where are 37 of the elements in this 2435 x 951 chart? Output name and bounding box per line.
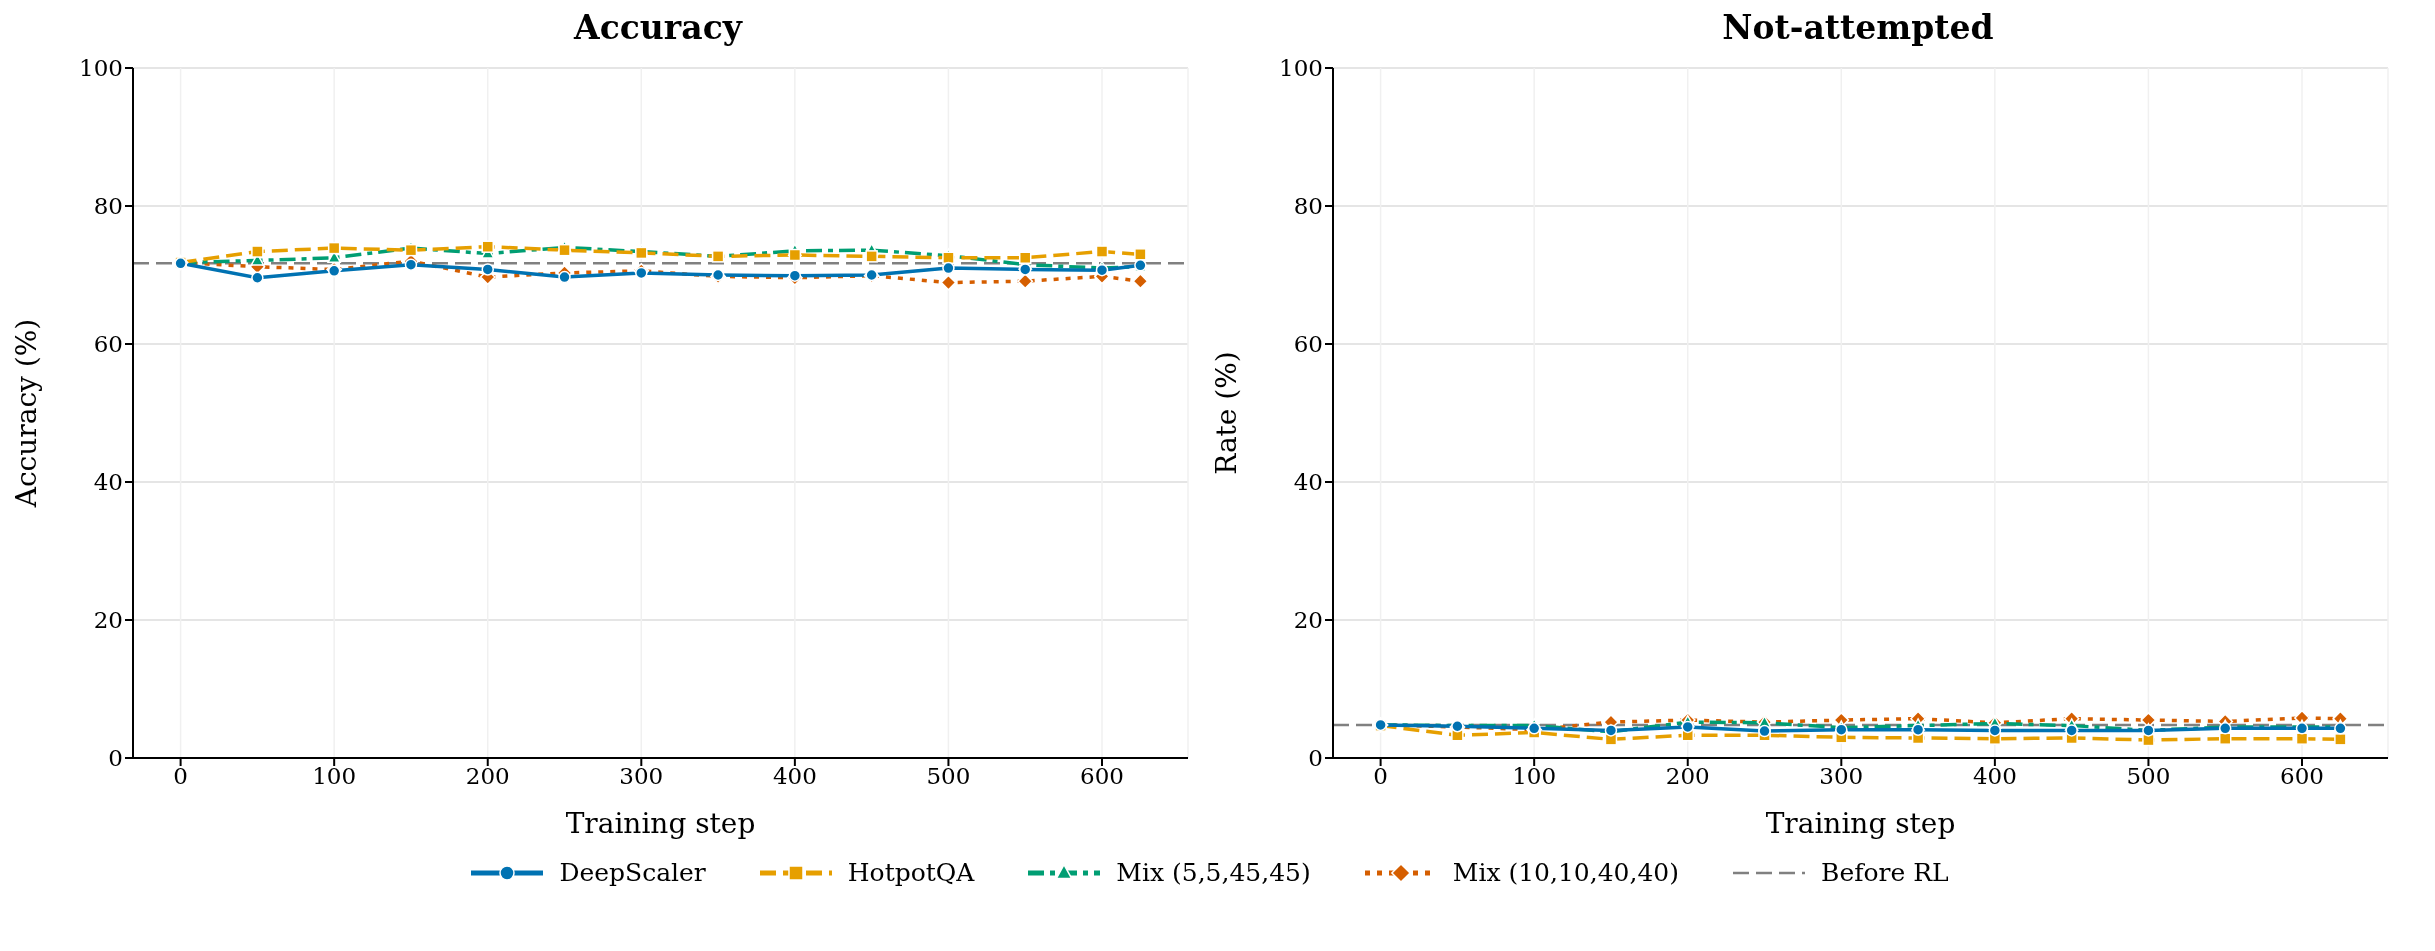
y-tick-label: 60 [93,331,123,358]
x-tick-label: 0 [1373,763,1388,790]
chart-title: Accuracy [574,8,742,47]
x-tick-label: 500 [926,763,971,790]
legend-label: Mix (10,10,40,40) [1452,858,1680,887]
y-tick-label: 40 [1293,469,1323,496]
x-axis-title: Training step [565,807,756,840]
legend-label: Before RL [1821,858,1949,887]
y-axis-title: Rate (%) [1209,351,1243,475]
x-tick-label: 400 [1972,763,2017,790]
legend-label: DeepScaler [559,858,706,887]
x-tick-label: 0 [173,763,188,790]
y-tick-label: 60 [1293,331,1323,358]
x-tick-label: 600 [1080,763,1124,790]
y-tick-label: 20 [93,607,123,634]
y-axis-title: Accuracy (%) [9,318,43,509]
x-tick-label: 400 [772,763,817,790]
x-tick-label: 600 [2280,763,2324,790]
legend-label: HotpotQA [847,858,975,887]
chart-title: Not-attempted [1722,8,1994,47]
legend-label: Mix (5,5,45,45) [1116,858,1311,887]
y-tick-label: 40 [93,469,123,496]
x-tick-label: 300 [619,763,664,790]
x-tick-label: 100 [1512,763,1557,790]
x-tick-label: 200 [1665,763,1710,790]
y-tick-label: 80 [1293,193,1323,220]
y-tick-label: 0 [1308,745,1323,772]
y-tick-label: 0 [108,745,123,772]
x-tick-label: 300 [1819,763,1864,790]
x-tick-label: 200 [465,763,510,790]
x-tick-label: 500 [2126,763,2171,790]
y-tick-label: 20 [1293,607,1323,634]
y-tick-label: 100 [1279,55,1323,82]
y-tick-label: 80 [93,193,123,220]
x-tick-label: 100 [312,763,357,790]
y-tick-label: 100 [79,55,123,82]
x-axis-title: Training step [1765,807,1956,840]
